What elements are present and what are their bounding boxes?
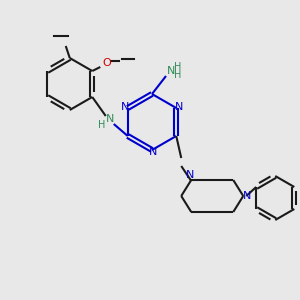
Text: N: N (106, 114, 114, 124)
Text: H: H (174, 70, 182, 80)
Text: O: O (102, 58, 111, 68)
Text: N: N (186, 170, 194, 180)
Text: N: N (167, 66, 175, 76)
Text: N: N (149, 147, 157, 157)
Text: N: N (243, 191, 251, 201)
Text: N: N (175, 102, 183, 112)
Text: N: N (121, 102, 129, 112)
Text: H: H (174, 62, 182, 72)
Text: H: H (98, 120, 105, 130)
